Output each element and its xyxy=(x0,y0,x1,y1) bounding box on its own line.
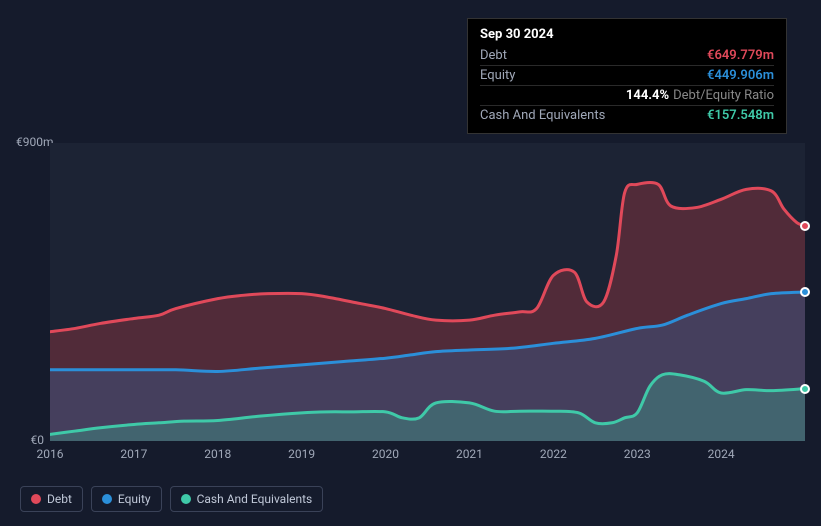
legend-dot-icon xyxy=(102,494,112,504)
chart-plot-area[interactable] xyxy=(50,143,805,441)
tooltip-row-label: Cash And Equivalents xyxy=(480,108,605,123)
chart-tooltip: Sep 30 2024 Debt €649.779m Equity €449.906m… xyxy=(467,18,787,134)
legend-dot-icon xyxy=(181,494,191,504)
tooltip-date: Sep 30 2024 xyxy=(480,27,774,42)
y-axis-label: €0 xyxy=(16,433,44,447)
chart-legend: Debt Equity Cash And Equivalents xyxy=(20,486,323,512)
x-axis-label: 2022 xyxy=(540,447,567,461)
tooltip-ratio: 144.4%Debt/Equity Ratio xyxy=(626,88,774,103)
tooltip-row-label: Debt xyxy=(480,48,507,63)
x-axis-label: 2019 xyxy=(288,447,315,461)
legend-label: Equity xyxy=(118,492,151,506)
series-end-dot xyxy=(800,287,810,297)
chart-svg xyxy=(50,143,805,441)
x-axis-label: 2023 xyxy=(624,447,651,461)
tooltip-row-value: €649.779m xyxy=(707,48,774,63)
series-end-dot xyxy=(800,221,810,231)
legend-label: Debt xyxy=(47,492,72,506)
x-axis-label: 2021 xyxy=(456,447,483,461)
tooltip-row: Cash And Equivalents €157.548m xyxy=(480,106,774,125)
series-end-dot xyxy=(800,384,810,394)
x-axis-label: 2020 xyxy=(372,447,399,461)
legend-dot-icon xyxy=(31,494,41,504)
legend-item[interactable]: Debt xyxy=(20,486,83,512)
x-axis-label: 2024 xyxy=(708,447,735,461)
legend-item[interactable]: Cash And Equivalents xyxy=(170,486,324,512)
tooltip-row-value: €449.906m xyxy=(707,68,774,83)
tooltip-row-label: Equity xyxy=(480,68,515,83)
legend-label: Cash And Equivalents xyxy=(197,492,313,506)
legend-item[interactable]: Equity xyxy=(91,486,162,512)
x-axis-label: 2018 xyxy=(204,447,231,461)
tooltip-row: Equity €449.906m xyxy=(480,66,774,86)
y-axis-label: €900m xyxy=(16,135,44,149)
tooltip-row: 144.4%Debt/Equity Ratio xyxy=(480,86,774,106)
x-axis-label: 2016 xyxy=(37,447,64,461)
tooltip-row-value: €157.548m xyxy=(707,108,774,123)
tooltip-row: Debt €649.779m xyxy=(480,46,774,66)
x-axis-label: 2017 xyxy=(120,447,147,461)
